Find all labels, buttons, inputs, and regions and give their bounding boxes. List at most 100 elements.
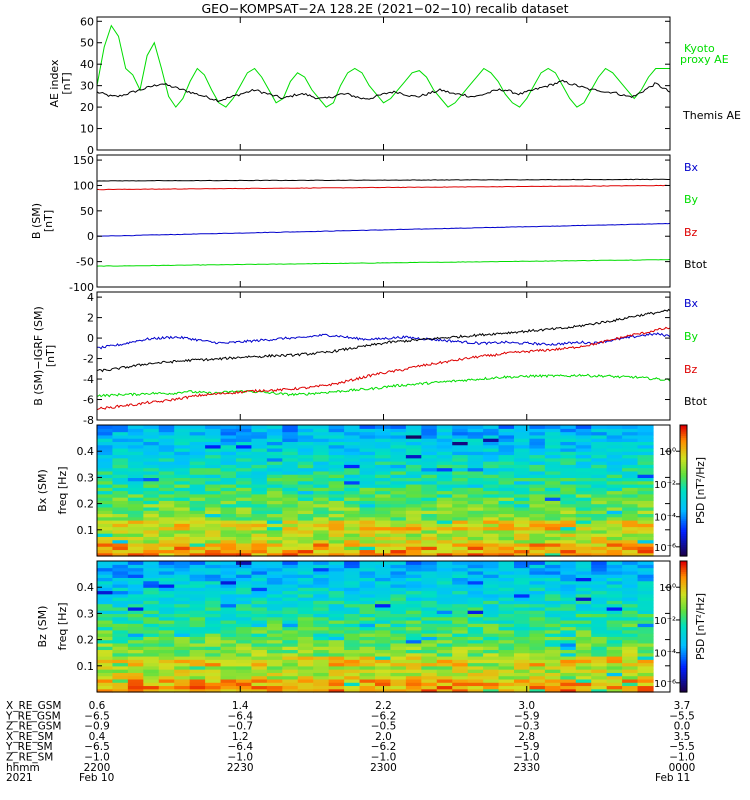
spectrogram-cell xyxy=(375,619,392,624)
spectrogram-cell xyxy=(220,516,237,521)
spectrogram-cell xyxy=(375,493,392,498)
spectrogram-cell xyxy=(251,467,268,472)
spectrogram-cell xyxy=(313,513,330,518)
spectrogram-cell xyxy=(544,438,561,442)
spectrogram-cell xyxy=(127,477,144,482)
spectrogram-cell xyxy=(390,675,407,680)
spectrogram-cell xyxy=(189,536,206,541)
spectrogram-cell xyxy=(174,428,191,433)
spectrogram-cell xyxy=(452,639,469,644)
spectrogram-cell xyxy=(266,539,283,544)
spectrogram-cell xyxy=(405,665,422,670)
spectrogram-cell xyxy=(236,593,253,598)
spectrogram-cell xyxy=(421,480,438,485)
spectrogram-cell xyxy=(205,652,222,657)
spectrogram-cell xyxy=(158,529,175,534)
spectrogram-cell xyxy=(282,587,299,592)
colorbar-tick-label: 10⁻⁶ xyxy=(654,679,676,690)
spectrogram-cell xyxy=(112,529,129,534)
spectrogram-cell xyxy=(390,600,407,605)
colorbar-segment xyxy=(680,585,687,588)
spectrogram-cell xyxy=(405,561,422,565)
spectrogram-cell xyxy=(205,636,222,641)
spectrogram-cell xyxy=(483,655,500,660)
spectrogram-cell xyxy=(97,669,114,673)
colorbar-segment xyxy=(680,538,687,542)
spectrogram-cell xyxy=(220,447,237,452)
spectrogram-cell xyxy=(452,587,469,592)
spectrogram-cell xyxy=(297,633,314,637)
y-tick-label: 0.4 xyxy=(77,445,95,458)
spectrogram-cell xyxy=(405,457,422,462)
spectrogram-cell xyxy=(575,685,592,690)
spectrogram-cell xyxy=(143,546,160,551)
spectrogram-cell xyxy=(220,500,237,505)
spectrogram-cell xyxy=(622,470,639,475)
spectrogram-cell xyxy=(405,636,422,641)
spectrogram-cell xyxy=(483,603,500,608)
spectrogram-cell xyxy=(251,497,268,501)
spectrogram-cell xyxy=(498,549,515,554)
spectrogram-cell xyxy=(251,646,268,651)
spectrogram-cell xyxy=(97,513,114,518)
spectrogram-cell xyxy=(282,526,299,531)
orbit-cell: 0.6 xyxy=(89,700,106,712)
spectrogram-cell xyxy=(112,688,129,693)
spectrogram-cell xyxy=(544,552,561,557)
orbit-cell: −6.5 xyxy=(84,710,110,722)
spectrogram-cell xyxy=(189,600,206,605)
spectrogram-cell xyxy=(359,593,376,598)
spectrogram-cell xyxy=(529,447,546,452)
colorbar-segment xyxy=(680,604,687,608)
spectrogram-cell xyxy=(97,539,114,544)
spectrogram-cell xyxy=(112,613,129,618)
spectrogram-cell xyxy=(143,662,160,667)
spectrogram-cell xyxy=(452,510,469,515)
spectrogram-cell xyxy=(544,567,561,572)
spectrogram-cell xyxy=(236,669,253,673)
spectrogram-cell xyxy=(452,438,469,442)
spectrogram-cell xyxy=(97,623,114,628)
spectrogram-cell xyxy=(575,464,592,469)
spectrogram-cell xyxy=(498,513,515,518)
spectrogram-cell xyxy=(421,613,438,618)
spectrogram-cell xyxy=(529,593,546,598)
spectrogram-cell xyxy=(606,629,623,634)
spectrogram-cell xyxy=(112,678,129,683)
spectrogram-cell xyxy=(622,477,639,482)
spectrogram-cell xyxy=(359,685,376,690)
colorbar-segment xyxy=(680,643,687,647)
spectrogram-cell xyxy=(405,441,422,446)
spectrogram-cell xyxy=(637,636,654,641)
spectrogram-cell xyxy=(637,567,654,572)
spectrogram-cell xyxy=(498,665,515,670)
spectrogram-cell xyxy=(637,574,654,578)
spectrogram-cell xyxy=(158,497,175,501)
colorbar-segment xyxy=(680,624,687,628)
spectrogram-cell xyxy=(483,519,500,524)
spectrogram-cell xyxy=(297,642,314,647)
spectrogram-cell xyxy=(236,428,253,433)
spectrogram-cell xyxy=(236,583,253,588)
series-bz xyxy=(96,184,670,191)
spectrogram-cell xyxy=(514,539,531,544)
spectrogram-cell xyxy=(282,497,299,501)
spectrogram-cell xyxy=(529,672,546,677)
spectrogram-cell xyxy=(421,510,438,515)
spectrogram-cell xyxy=(127,447,144,452)
spectrogram-cell xyxy=(266,552,283,557)
spectrogram-cell xyxy=(637,593,654,598)
spectrogram-cell xyxy=(359,626,376,631)
spectrogram-cell xyxy=(483,438,500,442)
spectrogram-cell xyxy=(622,513,639,518)
spectrogram-cell xyxy=(344,574,361,578)
spectrogram-cell xyxy=(421,672,438,677)
spectrogram-cell xyxy=(189,629,206,634)
spectrogram-cell xyxy=(359,487,376,492)
spectrogram-cell xyxy=(359,526,376,531)
spectrogram-cell xyxy=(637,434,654,439)
y-tick-label: 0 xyxy=(87,144,94,157)
spectrogram-cell xyxy=(544,490,561,495)
colorbar-segment xyxy=(680,657,687,660)
